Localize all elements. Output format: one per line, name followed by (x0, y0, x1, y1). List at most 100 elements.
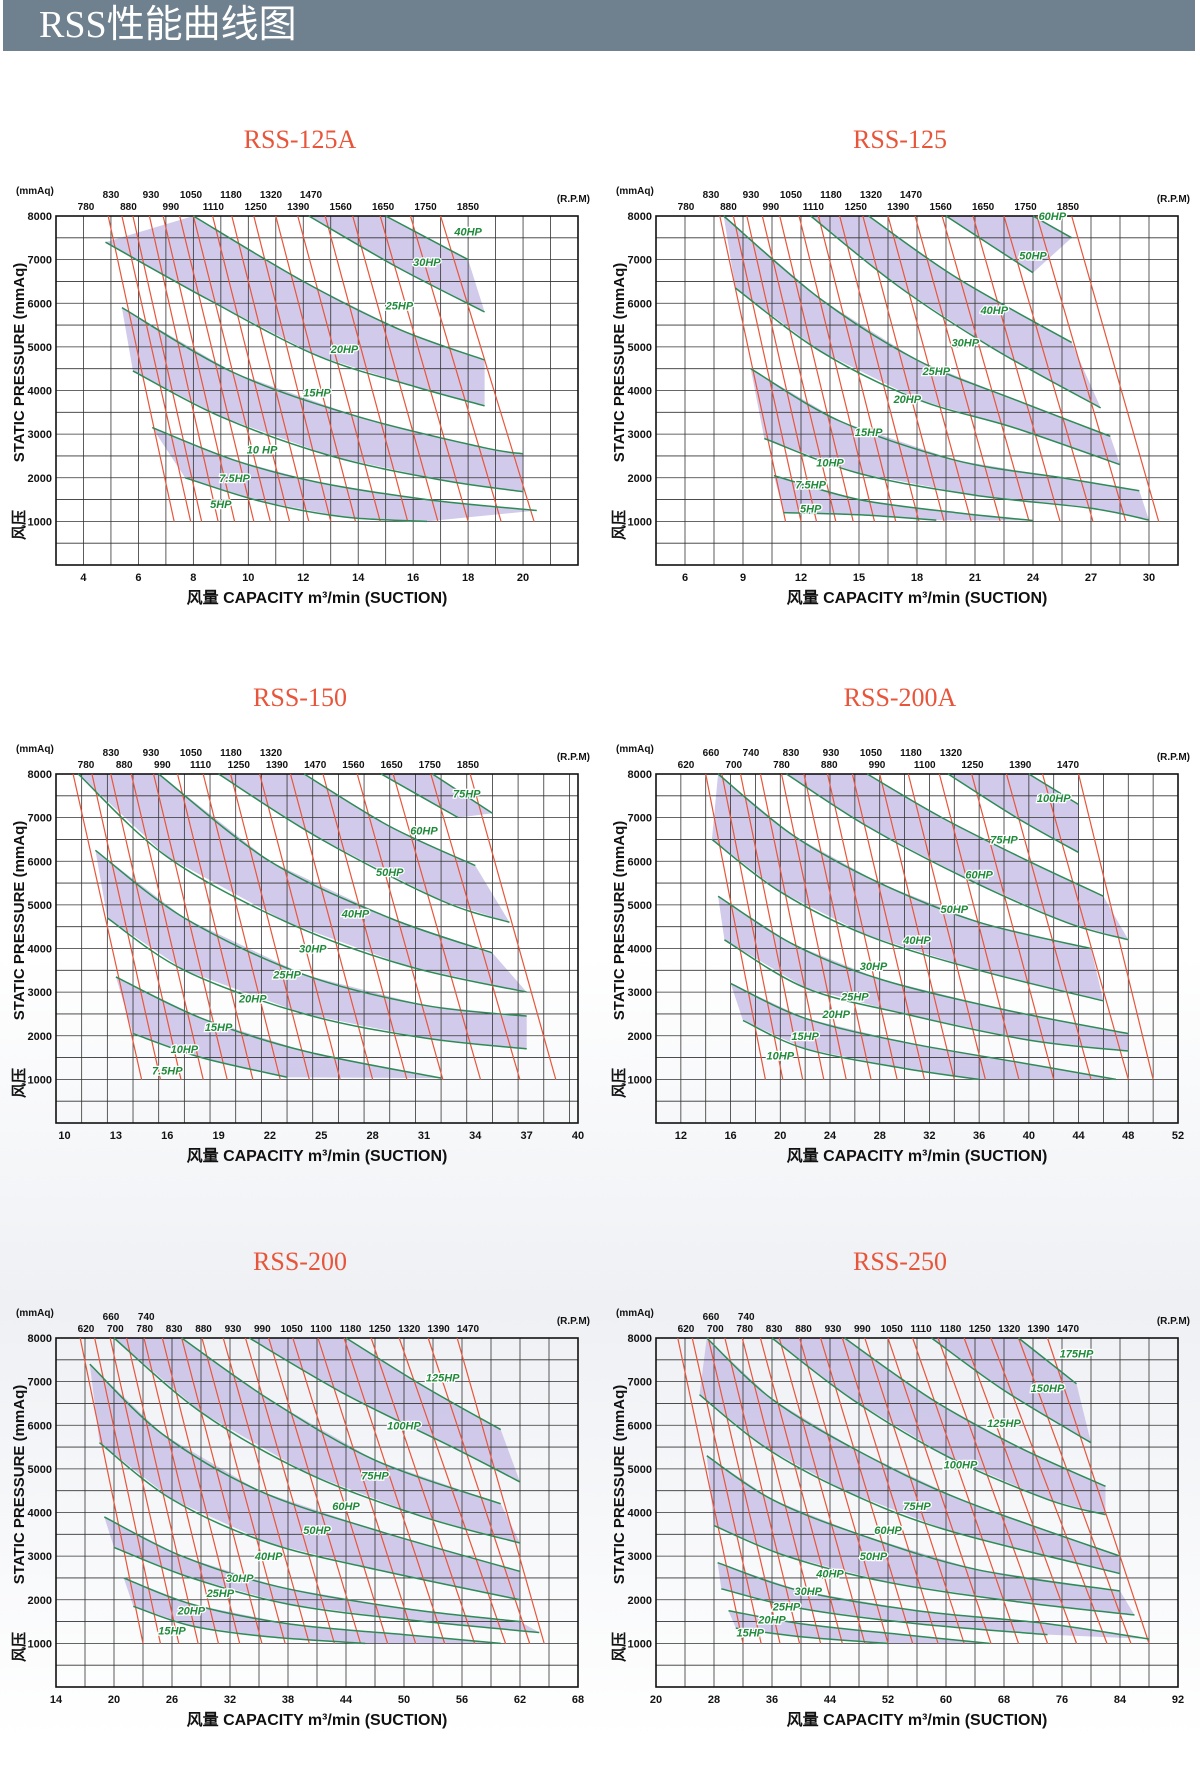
y-tick-label: 8000 (628, 1333, 652, 1345)
page-title: RSS性能曲线图 (39, 4, 297, 46)
rpm-line-15 (379, 215, 469, 522)
rpm-line-16 (409, 215, 502, 522)
chart-panel-rss-200a: RSS-200A 10HP 15HP 20HP 25HP 30HP 40HP 50HP 60HP… (600, 663, 1200, 1223)
rpm-line-2 (691, 1337, 762, 1644)
rpm-label-lower: 1650 (972, 202, 995, 213)
hp-label-30hp: 30HP (860, 961, 888, 973)
hp-label-150hp: 150HP (1031, 1383, 1065, 1395)
y-tick-label: 2000 (28, 1595, 52, 1607)
hp-label-20hp: 20HP (177, 1606, 206, 1618)
rpm-label-lower: 1560 (330, 202, 353, 213)
chart-title: RSS-200A (844, 683, 957, 712)
hp-curve-30hp (158, 773, 493, 954)
rpm-label-lower: 620 (678, 760, 695, 771)
hp-label-40hp: 40HP (815, 1569, 844, 1581)
rpm-line-12 (292, 1337, 389, 1644)
hp-curve-20hp (728, 1609, 990, 1645)
rpm-line-1 (79, 1337, 144, 1644)
hp-label-20hp: 20HP (821, 1009, 850, 1021)
rpm-line-3 (739, 773, 804, 1080)
rpm-line-9 (820, 1337, 914, 1644)
y-tick-label: 5000 (628, 1464, 652, 1476)
y-unit-label: (mmAq) (616, 1308, 654, 1319)
x-tick-label: 44 (340, 1694, 353, 1706)
hp-curve-15hp (735, 1627, 889, 1645)
rpm-label-lower: 990 (763, 202, 780, 213)
x-tick-label: 34 (469, 1130, 482, 1142)
y-tick-label: 8000 (28, 1333, 52, 1345)
rpm-label-lower: 1750 (1014, 202, 1037, 213)
hp-curve-150hp (931, 1337, 1092, 1444)
rpm-label-lower: 1250 (245, 202, 268, 213)
rpm-label-upper: 930 (743, 190, 760, 201)
x-tick-label: 76 (1056, 1694, 1068, 1706)
rpm-label-lower: 990 (869, 760, 886, 771)
x-tick-label: 32 (224, 1694, 236, 1706)
hp-label-10hp: 10HP (816, 457, 844, 469)
x-tick-label: 21 (969, 572, 981, 584)
x-tick-label: 24 (1027, 572, 1040, 584)
x-tick-label: 84 (1114, 1694, 1127, 1706)
rpm-label-lower: 930 (825, 1324, 842, 1335)
y-tick-label: 4000 (28, 1508, 52, 1520)
rpm-label-upper: 1180 (220, 190, 242, 201)
hp-label-50hp: 50HP (1019, 250, 1047, 262)
rpm-line-3 (707, 1337, 781, 1644)
rpm-line-16 (990, 1337, 1108, 1644)
chart-rss-125: RSS-125 5HP 7.5HP 10HP 15HP 20HP 25HP 30HP 40HP 5… (611, 125, 1190, 607)
hp-curve-25hp (717, 895, 1129, 1035)
y-tick-label: 3000 (28, 1551, 52, 1563)
x-tick-label: 20 (774, 1130, 786, 1142)
x-tick-label: 56 (456, 1694, 468, 1706)
x-tick-label: 14 (352, 572, 365, 584)
rpm-line-7 (181, 1337, 263, 1644)
hp-label-20hp: 20HP (893, 394, 922, 406)
rpm-line-11 (268, 1337, 362, 1644)
rpm-line-1 (107, 215, 175, 522)
hp-curve-50hp (706, 1455, 1121, 1592)
rpm-label-upper: 1320 (260, 748, 283, 759)
rpm-label-lower: 1100 (914, 760, 936, 771)
y-tick-label: 4000 (628, 1508, 652, 1520)
x-tick-label: 25 (315, 1130, 327, 1142)
rpm-label-lower: 880 (120, 202, 137, 213)
hp-label-75hp: 75HP (453, 789, 481, 801)
hp-label-15hp: 15HP (791, 1031, 819, 1043)
rpm-line-14 (1003, 215, 1094, 522)
hp-curve-5hp (783, 511, 937, 521)
y-unit-label: (mmAq) (616, 186, 654, 197)
shaded-band-1 (773, 475, 1033, 521)
shaded-band-2 (121, 307, 524, 492)
rpm-label-lower: 880 (821, 760, 838, 771)
rpm-label-lower: 1850 (457, 760, 480, 771)
rpm-line-15 (1036, 215, 1127, 522)
rpm-line-1 (72, 773, 143, 1080)
y-tick-label: 6000 (628, 856, 652, 868)
hp-curve-75hp (947, 773, 1079, 854)
rpm-label-lower: 990 (163, 202, 180, 213)
rpm-label-upper: 1180 (900, 748, 922, 759)
rpm-label-lower: 1850 (1057, 202, 1080, 213)
rpm-label-upper: 930 (143, 190, 160, 201)
rpm-label-upper: 1470 (900, 190, 923, 201)
rpm-label-lower: 1470 (1057, 1324, 1080, 1335)
y-tick-label: 4000 (628, 386, 652, 398)
y-unit-label: (mmAq) (16, 186, 54, 197)
rpm-label-upper: 1050 (180, 748, 203, 759)
rpm-label-upper: 1320 (940, 748, 963, 759)
hp-label-15hp: 15HP (158, 1625, 186, 1637)
rpm-label-upper: 830 (703, 190, 720, 201)
hp-curve-5hp (184, 477, 427, 523)
rpm-unit-label: (R.P.M) (1157, 194, 1190, 205)
shaded-band-3 (105, 216, 485, 406)
y-tick-label: 1000 (28, 516, 52, 528)
rpm-label-lower: 1470 (1057, 760, 1080, 771)
chart-rss-150: RSS-150 7.5HP 10HP 15HP 20HP 25HP 30HP 40HP 50HP… (11, 683, 590, 1165)
x-tick-label: 37 (521, 1130, 533, 1142)
x-axis-title: 风量 CAPACITY m³/min (SUCTION) (187, 1147, 448, 1165)
shaded-band-2 (717, 1562, 1149, 1639)
hp-curve-40hp (717, 773, 1092, 950)
hp-label-60hp: 60HP (1039, 211, 1067, 223)
